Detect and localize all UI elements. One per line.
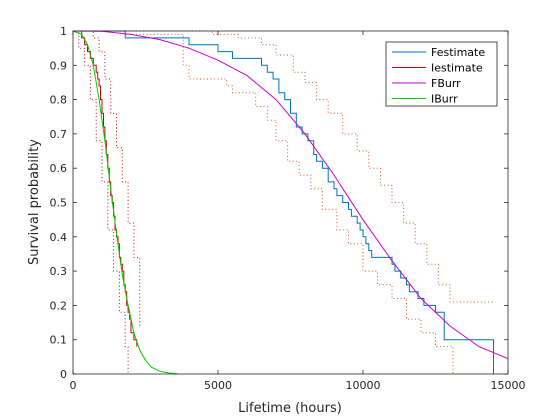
y-tick-label: 0.9	[50, 59, 68, 72]
legend: Festimate Iestimate FBurr IBurr	[385, 41, 498, 107]
confidence-bounds	[73, 30, 494, 374]
y-tick-label: 0.1	[50, 334, 68, 347]
series-lines	[72, 30, 509, 375]
y-tick-label: 0.6	[50, 162, 68, 175]
y-axis-label: Survival probability	[27, 139, 42, 265]
bound-festimate-lower	[73, 30, 454, 374]
y-tick-label: 0.8	[50, 94, 68, 107]
y-tick-label: 0.5	[50, 197, 68, 210]
x-tick-label: 10000	[346, 379, 381, 392]
y-axis-ticks: 0 0.1 0.2 0.3 0.4 0.5 0.6 0.7 0.8 0.9 1	[50, 25, 508, 381]
bound-iestimate-lower	[73, 30, 129, 374]
bound-festimate-upper	[73, 30, 494, 303]
series-line-fburr	[72, 30, 509, 360]
legend-label-festimate: Festimate	[431, 46, 485, 59]
y-tick-label: 1	[60, 25, 67, 38]
series-line-iburr	[72, 30, 178, 375]
legend-label-fburr: FBurr	[431, 77, 461, 90]
y-tick-label: 0.2	[50, 299, 68, 312]
legend-box	[385, 41, 498, 107]
x-tick-label: 0	[70, 379, 77, 392]
x-tick-label: 5000	[204, 379, 232, 392]
y-tick-label: 0.7	[50, 128, 68, 141]
legend-label-iburr: IBurr	[431, 93, 458, 106]
x-axis-ticks: 0 5000 10000 15000	[70, 31, 526, 392]
legend-label-iestimate: Iestimate	[431, 62, 483, 75]
y-tick-label: 0	[60, 368, 67, 381]
y-tick-label: 0.4	[50, 231, 68, 244]
legend-items: Festimate Iestimate FBurr IBurr	[392, 46, 485, 106]
x-axis-label: Lifetime (hours)	[238, 401, 342, 416]
x-tick-label: 15000	[491, 379, 526, 392]
y-tick-label: 0.3	[50, 265, 68, 278]
